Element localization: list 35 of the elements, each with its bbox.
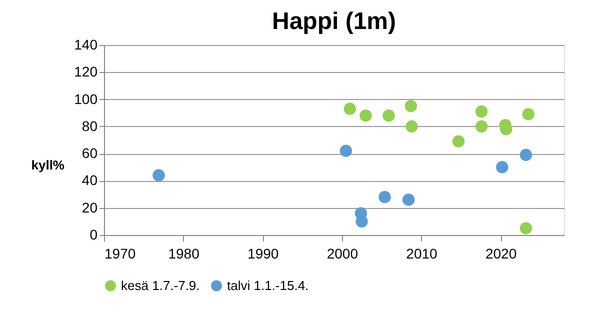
y-tick-label: 80 — [82, 118, 98, 134]
y-axis-title: kyll% — [31, 158, 65, 172]
point — [520, 222, 532, 234]
x-tick-label: 1970 — [104, 246, 136, 262]
point — [475, 105, 488, 118]
point — [520, 148, 532, 162]
legend-label: kesä 1.7.-7.9. — [121, 278, 200, 293]
y-tick-label: 120 — [74, 64, 98, 80]
point — [404, 100, 418, 112]
point — [382, 109, 395, 122]
x-tick-label: 2000 — [326, 246, 358, 262]
y-tick-label: 20 — [82, 199, 98, 216]
y-tick-label: 100 — [74, 90, 98, 107]
legend-label: talvi 1.1.-15.4. — [227, 278, 309, 293]
x-tick-label: 2020 — [485, 246, 517, 262]
y-tick-label: 60 — [82, 145, 98, 162]
point — [360, 109, 372, 122]
point — [496, 161, 508, 174]
point — [344, 102, 356, 115]
y-tick-label: 40 — [82, 172, 98, 188]
point — [522, 108, 534, 120]
point — [475, 120, 488, 133]
point — [340, 144, 352, 157]
x-tick-label: 2010 — [406, 246, 438, 262]
y-tick-label: 140 — [74, 36, 98, 52]
x-tick-label: 1990 — [248, 246, 279, 262]
point — [452, 135, 465, 148]
x-tick-label: 1980 — [168, 246, 200, 262]
point — [406, 120, 418, 133]
y-tick-label: 0 — [90, 226, 98, 242]
point — [356, 215, 368, 228]
point — [402, 194, 415, 206]
chart-title: Happi (1m) — [272, 8, 396, 35]
point — [152, 169, 165, 182]
point — [378, 190, 391, 204]
